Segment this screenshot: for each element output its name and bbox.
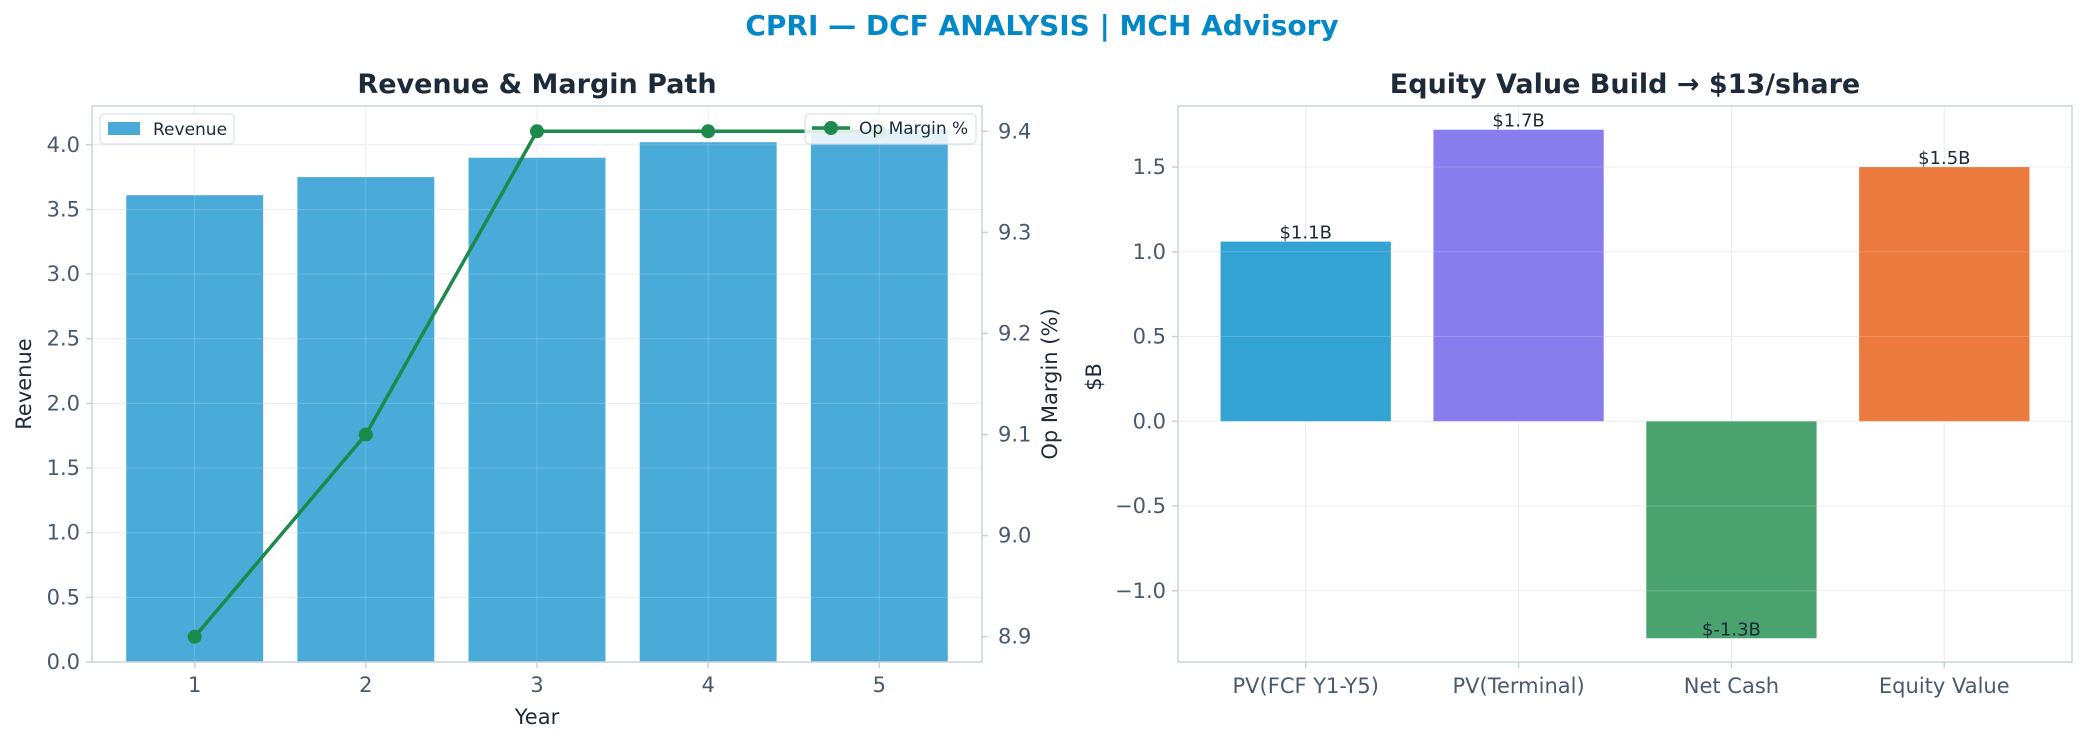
op-margin-point (530, 124, 544, 139)
op-margin-point (187, 629, 202, 644)
bar-data-label: $-1.3B (1702, 619, 1761, 640)
equity-build-bar (1859, 167, 2030, 422)
y-tick-label: 3.0 (47, 262, 80, 286)
y-tick-label: 1.0 (47, 521, 80, 545)
plot-frame (1177, 105, 2073, 663)
equity-value-chart: Equity Value Build → $13/share $1.1B $1.7B… (1082, 69, 2073, 698)
op-margin-point (358, 427, 373, 442)
y-tick-label: 2.5 (47, 327, 80, 351)
y2-tick-label: 9.3 (998, 220, 1031, 244)
bar-data-label: $1.1B (1279, 223, 1331, 244)
x-tick-label: 5 (873, 673, 886, 697)
x-tick-label: 2 (359, 673, 372, 697)
equity-build-bar (1433, 129, 1604, 422)
y2-tick-label: 9.1 (998, 423, 1031, 447)
legend-marker-op-margin (824, 121, 838, 135)
bar-data-label: $1.5B (1918, 148, 1970, 169)
equity-build-bar (1646, 421, 1817, 639)
y-tick-label: 1.5 (47, 456, 80, 480)
x-tick-label: 4 (701, 673, 714, 697)
y-axis-label: $B (1082, 363, 1106, 391)
y2-axis-label: Op Margin (%) (1038, 308, 1062, 459)
x-tick-label: 3 (530, 673, 543, 697)
y-tick-label: 3.5 (47, 197, 80, 221)
legend-label-op-margin: Op Margin % (859, 119, 968, 139)
y-tick-label: −1.0 (1115, 579, 1166, 603)
y-tick-label: 0.0 (1133, 409, 1166, 433)
legend-revenue: Revenue (99, 113, 235, 145)
y-tick-label: 0.5 (47, 585, 80, 609)
op-margin-point (701, 124, 716, 139)
revenue-bar (468, 157, 606, 662)
legend-label-revenue: Revenue (153, 120, 227, 140)
revenue-bar (810, 129, 948, 662)
figure-title: CPRI — DCF ANALYSIS | MCH Advisory (745, 9, 1338, 42)
revenue-bar (639, 142, 777, 662)
chart-title: Equity Value Build → $13/share (1390, 69, 1860, 100)
revenue-margin-chart: Revenue & Margin Path 0.0 0.5 1.0 1.5 2.0 2.5 3… (12, 69, 1062, 729)
y-tick-label: −0.5 (1115, 494, 1166, 518)
bar-data-label: $1.7B (1492, 111, 1544, 132)
y2-tick-label: 9.0 (998, 524, 1031, 548)
x-tick-label: PV(FCF Y1-Y5) (1233, 674, 1379, 698)
revenue-bar (297, 177, 435, 662)
legend-box (99, 113, 235, 145)
x-tick-label: Equity Value (1879, 674, 2010, 698)
y-tick-label: 1.0 (1133, 240, 1166, 264)
y-tick-label: 1.5 (1133, 155, 1166, 179)
y-tick-label: 0.0 (47, 650, 80, 674)
x-axis-label: Year (514, 705, 560, 729)
y-axis-label: Revenue (12, 338, 36, 429)
y2-tick-label: 9.2 (998, 321, 1031, 345)
y-tick-label: 0.5 (1133, 325, 1166, 349)
y-tick-label: 4.0 (47, 133, 80, 157)
legend-op-margin: Op Margin % (804, 113, 977, 145)
x-tick-label: Net Cash (1684, 674, 1779, 698)
y-tick-label: 2.0 (47, 391, 80, 415)
legend-swatch-revenue (108, 122, 140, 135)
legend-box (804, 113, 977, 145)
y2-tick-label: 9.4 (998, 119, 1031, 143)
x-tick-label: 1 (188, 673, 201, 697)
x-tick-label: PV(Terminal) (1452, 674, 1584, 698)
y2-tick-label: 8.9 (998, 625, 1031, 649)
chart-title: Revenue & Margin Path (357, 69, 716, 100)
equity-build-bar (1220, 241, 1391, 422)
